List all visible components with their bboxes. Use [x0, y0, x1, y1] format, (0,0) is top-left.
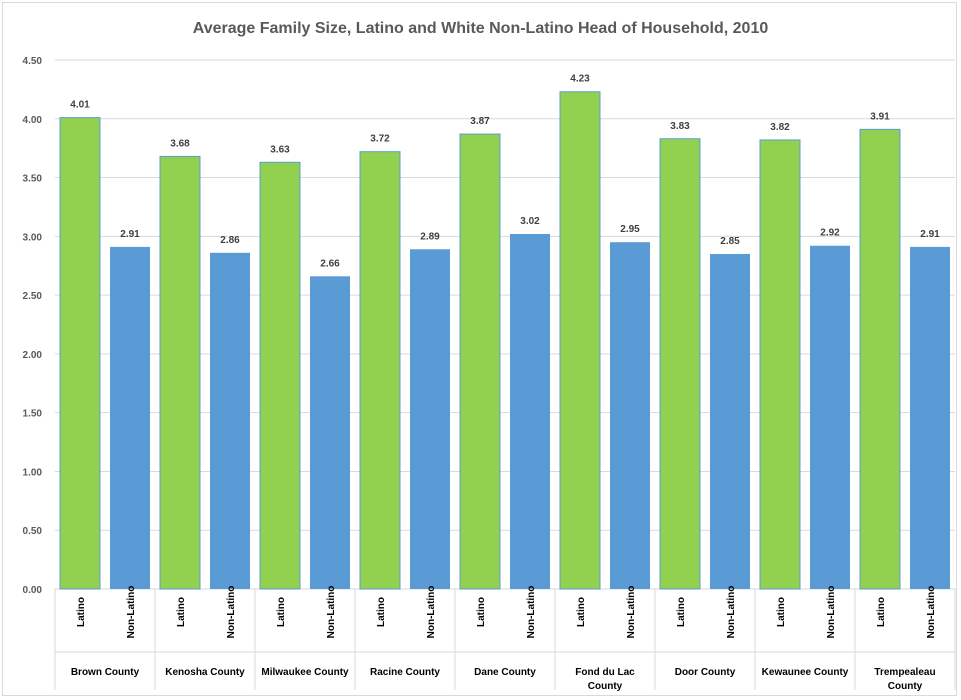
county-label: County [888, 681, 923, 692]
series-label: Non-Latino [926, 586, 937, 639]
y-tick-label: 0.00 [23, 585, 43, 596]
series-label: Latino [876, 597, 887, 627]
data-label: 3.83 [670, 121, 690, 132]
chart-title: Average Family Size, Latino and White No… [192, 20, 769, 37]
county-label: Kenosha County [165, 667, 245, 678]
series-label: Non-Latino [426, 586, 437, 639]
y-tick-label: 3.50 [23, 174, 43, 185]
county-label: Milwaukee County [261, 667, 349, 678]
bar-non-latino [810, 245, 850, 589]
series-label: Latino [176, 597, 187, 627]
series-label: Non-Latino [526, 586, 537, 639]
bar-non-latino [310, 276, 350, 589]
data-label: 4.23 [570, 74, 590, 85]
data-label: 2.91 [120, 229, 140, 240]
data-label: 3.72 [370, 134, 390, 145]
bar-latino [559, 91, 601, 590]
bar-latino [359, 151, 401, 590]
bar-non-latino [910, 246, 950, 589]
bar-non-latino [210, 252, 250, 589]
series-label: Non-Latino [726, 586, 737, 639]
data-label: 3.68 [170, 138, 190, 149]
data-label: 2.92 [820, 228, 840, 239]
series-label: Non-Latino [826, 586, 837, 639]
data-label: 3.63 [270, 144, 290, 155]
bar-non-latino [410, 249, 450, 589]
series-label: Non-Latino [126, 586, 137, 639]
series-label: Non-Latino [326, 586, 337, 639]
bar-non-latino [110, 246, 150, 589]
data-label: 2.91 [920, 229, 940, 240]
bar-latino [159, 155, 201, 590]
county-label: Brown County [71, 667, 140, 678]
data-label: 2.89 [420, 231, 440, 242]
series-label: Latino [276, 597, 287, 627]
y-tick-label: 1.00 [23, 467, 43, 478]
bar-latino [59, 117, 101, 590]
y-tick-label: 3.00 [23, 232, 43, 243]
data-label: 4.01 [70, 100, 90, 111]
series-label: Latino [776, 597, 787, 627]
bar-non-latino [710, 253, 750, 589]
bar-latino [659, 138, 701, 590]
county-label: Kewaunee County [762, 667, 849, 678]
county-label: Racine County [370, 667, 440, 678]
data-label: 3.87 [470, 116, 490, 127]
bar-latino [459, 133, 501, 590]
data-label: 3.02 [520, 216, 540, 227]
y-tick-label: 4.50 [23, 56, 43, 67]
county-label: Trempealeau [874, 667, 935, 678]
county-label: Dane County [474, 667, 536, 678]
y-tick-label: 0.50 [23, 526, 43, 537]
data-label: 3.91 [870, 111, 890, 122]
data-label: 2.86 [220, 235, 240, 246]
series-label: Latino [376, 597, 387, 627]
y-tick-label: 2.50 [23, 291, 43, 302]
y-tick-label: 4.00 [23, 115, 43, 126]
bar-non-latino [510, 233, 550, 589]
data-label: 2.85 [720, 236, 740, 247]
series-label: Non-Latino [226, 586, 237, 639]
data-label: 3.82 [770, 122, 790, 133]
series-label: Latino [76, 597, 87, 627]
series-label: Non-Latino [626, 586, 637, 639]
series-label: Latino [476, 597, 487, 627]
y-tick-label: 2.00 [23, 350, 43, 361]
bar-latino [859, 128, 901, 590]
bar-non-latino [610, 242, 650, 589]
series-label: Latino [676, 597, 687, 627]
series-label: Latino [576, 597, 587, 627]
county-label: County [588, 681, 623, 692]
data-label: 2.66 [320, 258, 340, 269]
data-label: 2.95 [620, 224, 640, 235]
county-label: Fond du Lac [575, 667, 635, 678]
bar-latino [759, 139, 801, 590]
y-tick-label: 1.50 [23, 409, 43, 420]
county-label: Door County [675, 667, 736, 678]
bar-latino [259, 161, 301, 590]
